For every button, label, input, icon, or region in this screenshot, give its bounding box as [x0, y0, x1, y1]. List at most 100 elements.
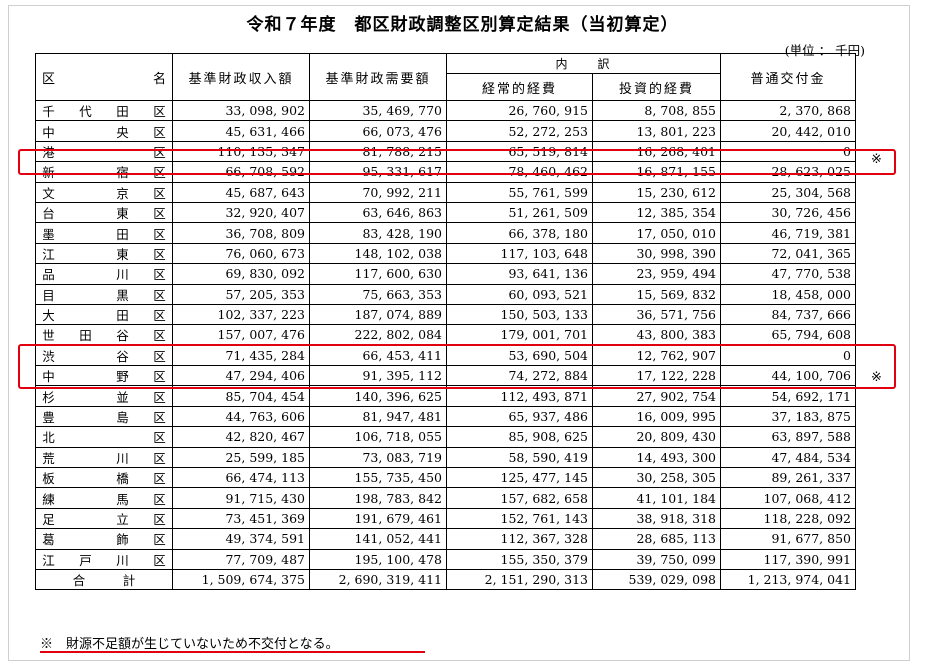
ward-char: 谷	[116, 328, 129, 344]
table-row: 江 東 区 76, 060, 673 148, 102, 038 117, 103, 64…	[35, 242, 856, 265]
ward-char: 台	[42, 206, 55, 222]
investment-cell: 8, 708, 855	[592, 99, 721, 122]
ward-char: 世	[42, 328, 55, 344]
ward-char	[79, 530, 92, 548]
ward-char: 区	[153, 450, 166, 466]
revenue-cell: 76, 060, 673	[172, 242, 310, 265]
table-row: 目黒区 57, 205, 353 75, 663, 353 60, 093, 521 1…	[35, 283, 856, 305]
demand-cell: 35, 469, 770	[309, 99, 447, 122]
ward-char	[79, 305, 92, 323]
revenue-cell: 73, 451, 369	[172, 507, 310, 530]
header-investment: 投資的経費	[592, 73, 721, 101]
ward-char: 川	[116, 552, 129, 568]
ward-char: 江	[42, 552, 55, 568]
grant-cell: 20, 442, 010	[720, 120, 856, 142]
revenue-cell: 42, 820, 467	[172, 426, 310, 448]
investment-cell: 20, 809, 430	[592, 426, 721, 448]
recurring-cell: 85, 908, 625	[446, 426, 593, 448]
ward-char: 練	[42, 491, 55, 507]
ward-name-cell: 荒川区	[35, 446, 173, 469]
ward-char: 田	[116, 308, 129, 324]
recurring-cell: 55, 761, 599	[446, 181, 593, 203]
ward-char	[79, 122, 92, 140]
ward-char	[79, 183, 92, 201]
investment-cell: 43, 800, 383	[592, 324, 721, 346]
table-row: 板 橋 区 66, 474, 113 155, 735, 450 125, 477, 14…	[35, 467, 856, 489]
revenue-cell: 77, 709, 487	[172, 548, 310, 570]
ward-char: 区	[153, 552, 166, 568]
grant-cell: 63, 897, 588	[720, 426, 856, 448]
table-row: 荒 川 区 25, 599, 185 73, 083, 719 58, 590, 419 1…	[35, 446, 856, 469]
revenue-cell: 102, 337, 223	[172, 303, 310, 326]
table-row: 豊 島 区 44, 763, 606 81, 947, 481 65, 937, 486 1…	[35, 405, 856, 428]
recurring-cell: 179, 001, 701	[446, 324, 593, 346]
ward-char: 区	[153, 348, 166, 364]
demand-cell: 106, 718, 055	[309, 426, 447, 448]
ward-char: 京	[116, 185, 129, 201]
ward-char: 大	[42, 308, 55, 324]
revenue-cell: 32, 920, 407	[172, 201, 310, 224]
table-row: 墨 田 区 36, 708, 809 83, 428, 190 66, 378, 180 1…	[35, 222, 856, 244]
ward-char: 立	[116, 512, 129, 527]
grant-cell: 47, 770, 538	[720, 263, 856, 285]
ward-char: 区	[153, 491, 166, 507]
grant-cell: 30, 726, 456	[720, 201, 856, 224]
ward-name-cell: 江戸川区	[35, 548, 173, 570]
table-row: 練 馬 区 91, 715, 430 198, 783, 842 157, 682, 65…	[35, 487, 856, 509]
ward-name-cell: 葛飾区	[35, 528, 173, 550]
table-row: 中 央 区 45, 631, 466 66, 073, 476 52, 272, 253 1…	[35, 120, 856, 142]
no-grant-mark-minato: ※	[871, 152, 882, 167]
ward-char: 戸	[79, 552, 92, 568]
ward-char	[79, 428, 92, 446]
ward-char: 並	[116, 389, 129, 405]
ward-char: 区	[153, 430, 166, 446]
investment-cell: 28, 685, 113	[592, 528, 721, 550]
ward-char	[79, 285, 92, 303]
ward-char: 港	[42, 144, 55, 160]
ward-char	[79, 509, 92, 527]
ward-char: 区	[153, 369, 166, 385]
recurring-cell: 112, 367, 328	[446, 528, 593, 550]
grant-cell: 91, 677, 850	[720, 528, 856, 550]
revenue-cell: 57, 205, 353	[172, 283, 310, 305]
ward-char	[116, 428, 129, 446]
demand-cell: 155, 735, 450	[309, 467, 447, 489]
ward-char: 板	[42, 471, 55, 487]
demand-cell: 63, 646, 863	[309, 201, 447, 224]
grant-cell: 47, 484, 534	[720, 446, 856, 469]
grant-cell: 18, 458, 000	[720, 283, 856, 305]
ward-char: 島	[116, 410, 129, 426]
header-recurring: 経常的経費	[446, 73, 593, 101]
table-row: 足 立 区 73, 451, 369 191, 679, 461 152, 761, 14…	[35, 507, 856, 530]
ward-name-cell: 墨田区	[35, 222, 173, 244]
ward-char: 区	[153, 328, 166, 344]
grant-cell: 107, 068, 412	[720, 487, 856, 509]
ward-char	[79, 203, 92, 221]
ward-char: 北	[42, 430, 55, 446]
recurring-cell: 26, 760, 915	[446, 99, 593, 122]
table-row: 渋谷区 71, 435, 284 66, 453, 411 53, 690, 504 1…	[35, 344, 856, 367]
highlight-box-minato	[18, 149, 896, 175]
ward-name-cell: 品川区	[35, 263, 173, 285]
recurring-cell: 74, 272, 884	[446, 365, 593, 387]
ward-char: 区	[153, 287, 166, 303]
demand-cell: 187, 074, 889	[309, 303, 447, 326]
ward-char: 田	[79, 328, 92, 344]
grant-cell: 25, 304, 568	[720, 181, 856, 203]
table-row: 杉 並 区 85, 704, 454 140, 396, 625 112, 493, 87…	[35, 385, 856, 407]
grant-cell: 37, 183, 875	[720, 405, 856, 428]
demand-cell: 195, 100, 478	[309, 548, 447, 570]
recurring-cell: 60, 093, 521	[446, 283, 593, 305]
ward-char: 田	[116, 104, 129, 120]
demand-cell: 70, 992, 211	[309, 181, 447, 203]
ward-name-cell: 新宿区	[35, 161, 173, 183]
ward-char: 飾	[116, 532, 129, 548]
ward-char	[79, 448, 92, 466]
table-row: 千 代 田 区 33, 098, 902 35, 469, 770 26, 760, 915…	[35, 99, 856, 122]
ward-char: 区	[153, 104, 166, 120]
demand-cell: 95, 331, 617	[309, 161, 447, 183]
ward-char: 中	[42, 369, 55, 385]
ward-char	[79, 469, 92, 487]
allocation-table: 区名 基準財政収入額 基準財政需要額 内 訳 普通交付金 経常的経費 投資的経費…	[35, 53, 856, 591]
ward-name-cell: 中央区	[35, 120, 173, 142]
